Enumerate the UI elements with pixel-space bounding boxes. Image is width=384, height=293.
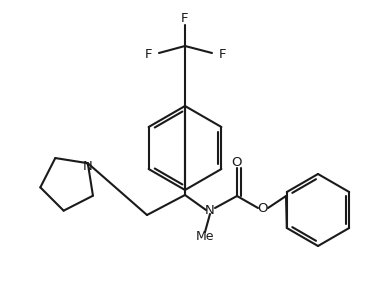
Text: O: O: [258, 202, 268, 214]
Text: N: N: [83, 160, 93, 173]
Text: F: F: [144, 47, 152, 60]
Text: F: F: [181, 13, 189, 25]
Text: F: F: [219, 47, 227, 60]
Text: Me: Me: [196, 231, 214, 243]
Text: O: O: [232, 156, 242, 168]
Text: N: N: [205, 204, 215, 217]
